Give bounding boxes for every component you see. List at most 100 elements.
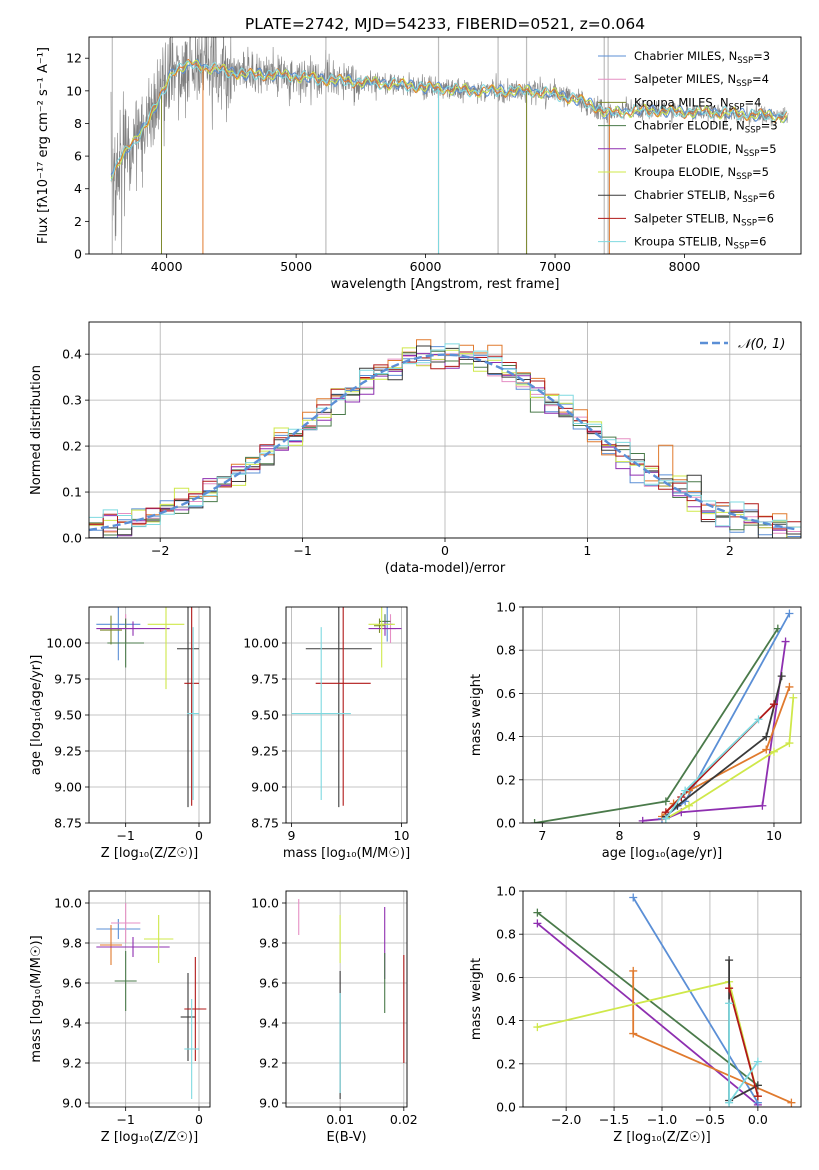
plot-area-age-vs-z: [89, 607, 210, 823]
axes-frame: [522, 606, 802, 824]
x-tick-label: −2: [151, 543, 169, 558]
legend-label-sub: SSP: [744, 149, 760, 159]
x-tick-label: 9: [693, 828, 701, 843]
model-spectrum: [110, 60, 788, 182]
weight-marker: [629, 893, 638, 902]
y-tick-label: 1.0: [496, 600, 516, 615]
y-tick-label: 9.8: [62, 936, 82, 951]
legend-label-n: =3: [761, 119, 778, 133]
weight-marker: [789, 693, 798, 702]
errorbar-point: [315, 607, 371, 806]
legend-label-sub: SSP: [729, 102, 745, 112]
plot-spectrum: 4000 5000 6000 7000 8000 0 2 4 6 8 10 12 wavelength …: [36, 15, 802, 292]
x-tick-label: 0: [195, 828, 203, 843]
legend-label-sub: SSP: [737, 56, 753, 66]
y-tick-label: 10.0: [54, 896, 82, 911]
legend-entry: Kroupa STELIB, NSSP=6: [598, 235, 766, 252]
errorbar-point: [114, 951, 137, 1011]
weight-line: [632, 897, 759, 1104]
y-tick-label: 0.2: [62, 439, 82, 454]
legend-label-sub: SSP: [736, 172, 752, 182]
plot-weight-vs-z: −2.0 −1.5 −1.0 −0.5 0.0 0.0 0.2 0.4 0.6 0.8 1.0 Z […: [469, 884, 802, 1145]
residual-histogram: [89, 351, 801, 533]
legend-label: 𝒩(0, 1): [738, 337, 785, 352]
x-tick-label: −1: [116, 828, 134, 843]
y-tick-label: 12: [66, 51, 82, 66]
y-tick-label: 4: [74, 181, 82, 196]
x-axis-label: Z [log₁₀(Z/Z☉)]: [613, 1130, 710, 1145]
weight-marker: [762, 745, 771, 754]
legend-entry: Salpeter MILES, NSSP=4: [598, 72, 769, 89]
y-tick-label: 0.4: [496, 729, 516, 744]
y-tick-label: 0.6: [496, 970, 516, 985]
x-tick-label: 0: [441, 543, 449, 558]
legend-label-text: Salpeter STELIB, N: [634, 211, 741, 225]
plot-mass-vs-ebv: 0.01 0.02 9.0 9.2 9.4 9.6 9.8 10.0 E(B-V): [251, 890, 418, 1145]
legend-label: Kroupa STELIB, NSSP=6: [634, 235, 766, 252]
legend-label: Kroupa ELODIE, NSSP=5: [634, 165, 769, 182]
y-tick-label: 8: [74, 116, 82, 131]
weight-marker: [530, 819, 539, 823]
errorbar-point: [180, 973, 196, 1061]
legend-label-n: =4: [752, 72, 769, 86]
y-tick-label: 0.2: [496, 772, 516, 787]
y-tick-label: 9.4: [259, 1016, 279, 1031]
chart-title: PLATE=2742, MJD=54233, FIBERID=0521, z=0…: [245, 15, 645, 33]
weight-marker: [725, 956, 734, 965]
legend-label-text: Kroupa ELODIE, N: [634, 165, 736, 179]
weight-marker: [638, 816, 647, 823]
plot-residuals: −2 −1 0 1 2 0.0 0.1 0.2 0.3 0.4 (data-model)/error…: [29, 321, 802, 576]
y-tick-label: 1.0: [496, 884, 516, 899]
y-tick-label: 9.75: [54, 672, 82, 687]
plot-area-mass-vs-z: [89, 891, 210, 1107]
weight-marker: [753, 1057, 762, 1066]
x-tick-label: 7000: [539, 259, 571, 274]
weight-marker: [753, 1092, 762, 1101]
y-tick-label: 9.75: [251, 672, 279, 687]
y-axis-label: Normed distribution: [29, 365, 44, 495]
legend-label-n: =4: [744, 95, 761, 109]
y-tick-label: 10.0: [251, 896, 279, 911]
x-tick-label: 6000: [410, 259, 442, 274]
errorbar-point: [184, 607, 199, 806]
x-tick-label: 0.02: [390, 1112, 418, 1127]
legend-label-n: =6: [757, 211, 774, 225]
weight-marker: [781, 637, 790, 646]
errorbar-point: [96, 607, 141, 661]
y-tick-label: 9.25: [54, 744, 82, 759]
y-tick-label: 2: [74, 214, 82, 229]
x-tick-label: 8: [616, 828, 624, 843]
weight-line: [728, 987, 759, 1097]
x-tick-label: 0: [195, 1112, 203, 1127]
legend-label-sub: SSP: [734, 242, 750, 252]
x-tick-label: −2.0: [551, 1112, 581, 1127]
errorbar-point: [100, 925, 122, 965]
errorbar-point: [374, 618, 385, 633]
model-spectrum: [110, 58, 788, 182]
errorbar-point: [184, 957, 207, 1061]
y-tick-label: 0.4: [496, 1013, 516, 1028]
weight-line: [632, 970, 792, 1104]
legend-label-sub: SSP: [742, 195, 758, 205]
errorbar-point: [368, 621, 402, 636]
errorbar-point: [144, 915, 174, 963]
errorbar-point: [96, 621, 170, 636]
weight-marker: [725, 1098, 734, 1107]
y-tick-label: 0.4: [62, 347, 82, 362]
legend-entry: Chabrier MILES, NSSP=3: [598, 49, 770, 66]
plot-area-spectrum: [110, 37, 789, 254]
weight-marker: [725, 984, 734, 993]
errorbar-point: [96, 919, 141, 939]
axes-frame: [88, 890, 211, 1108]
y-tick-label: 0.6: [496, 686, 516, 701]
legend-label-sub: SSP: [745, 126, 761, 136]
y-tick-label: 0.8: [496, 927, 516, 942]
x-tick-label: −1: [293, 543, 311, 558]
errorbar-point: [111, 903, 141, 943]
legend-label: Salpeter STELIB, NSSP=6: [634, 211, 774, 228]
y-tick-label: 6: [74, 149, 82, 164]
y-tick-label: 9.8: [259, 936, 279, 951]
y-tick-label: 9.50: [251, 708, 279, 723]
legend-label-text: Chabrier ELODIE, N: [634, 119, 745, 133]
weight-marker: [533, 1023, 542, 1032]
